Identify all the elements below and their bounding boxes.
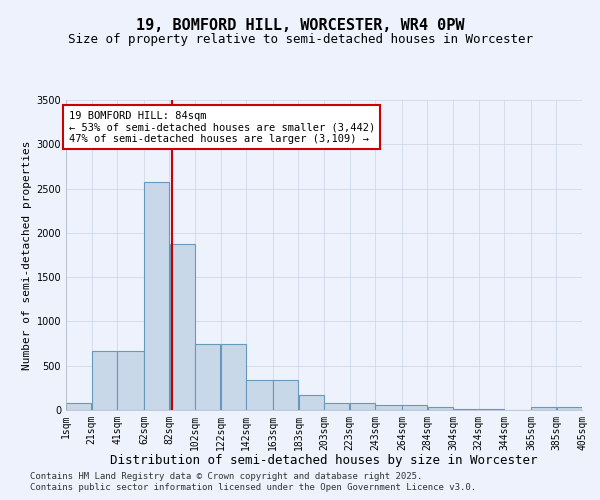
- Bar: [92, 350, 117, 410]
- Bar: [375, 405, 402, 410]
- Bar: [557, 408, 582, 410]
- Text: 19 BOMFORD HILL: 84sqm
← 53% of semi-detached houses are smaller (3,442)
47% of : 19 BOMFORD HILL: 84sqm ← 53% of semi-det…: [68, 110, 375, 144]
- Bar: [195, 344, 220, 410]
- Text: Contains public sector information licensed under the Open Government Licence v3: Contains public sector information licen…: [30, 484, 476, 492]
- Text: 19, BOMFORD HILL, WORCESTER, WR4 0PW: 19, BOMFORD HILL, WORCESTER, WR4 0PW: [136, 18, 464, 32]
- Bar: [273, 380, 298, 410]
- Bar: [402, 405, 427, 410]
- Bar: [479, 409, 504, 410]
- Bar: [453, 409, 478, 410]
- Y-axis label: Number of semi-detached properties: Number of semi-detached properties: [22, 140, 32, 370]
- Text: Size of property relative to semi-detached houses in Worcester: Size of property relative to semi-detach…: [67, 32, 533, 46]
- Bar: [117, 350, 144, 410]
- Bar: [350, 403, 375, 410]
- Bar: [170, 244, 195, 410]
- Bar: [324, 403, 349, 410]
- Bar: [246, 380, 273, 410]
- X-axis label: Distribution of semi-detached houses by size in Worcester: Distribution of semi-detached houses by …: [110, 454, 538, 468]
- Bar: [144, 182, 169, 410]
- Text: Contains HM Land Registry data © Crown copyright and database right 2025.: Contains HM Land Registry data © Crown c…: [30, 472, 422, 481]
- Bar: [221, 344, 246, 410]
- Bar: [66, 404, 91, 410]
- Bar: [531, 408, 556, 410]
- Bar: [428, 408, 453, 410]
- Bar: [299, 395, 324, 410]
